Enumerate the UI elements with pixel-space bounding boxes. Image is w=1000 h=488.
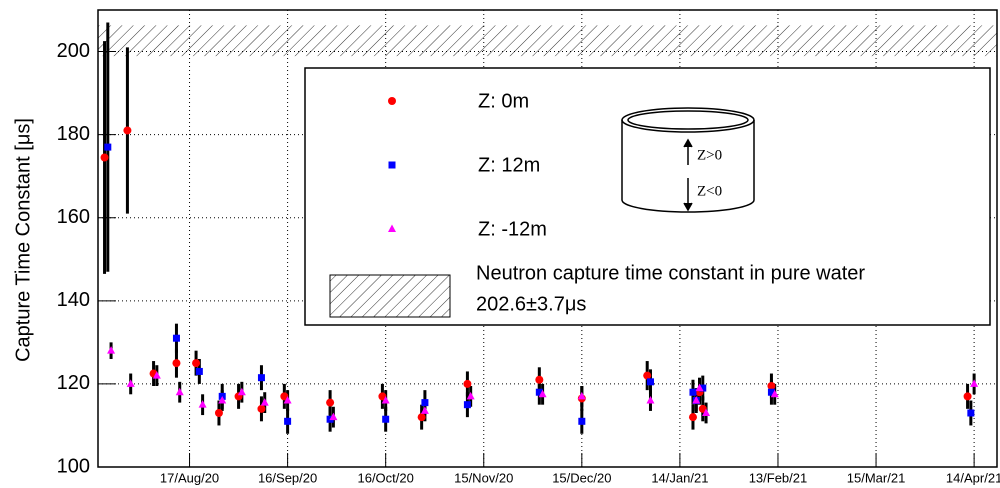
y-tick-label: 200 — [57, 40, 90, 62]
data-point — [421, 399, 429, 407]
data-point — [214, 408, 223, 417]
y-tick-label: 120 — [57, 372, 90, 394]
data-point — [218, 396, 227, 404]
data-point — [420, 406, 429, 414]
data-point — [260, 398, 269, 406]
data-point — [172, 334, 180, 342]
data-point — [417, 413, 426, 422]
legend-label: Z: 0m — [478, 90, 529, 112]
data-point — [646, 396, 655, 404]
data-point — [100, 153, 109, 162]
data-point — [466, 391, 475, 400]
legend-hatch — [329, 274, 451, 318]
data-point — [283, 396, 292, 404]
data-point — [257, 404, 266, 413]
data-point — [192, 359, 201, 368]
x-tick-label: 15/Nov/20 — [454, 470, 513, 485]
data-point — [382, 415, 390, 423]
legend-label: 202.6±3.7μs — [476, 293, 586, 315]
data-point — [698, 404, 707, 413]
x-tick-label: 15/Dec/20 — [552, 470, 611, 485]
data-point — [970, 379, 979, 387]
data-point — [381, 396, 390, 404]
data-point — [702, 408, 711, 416]
y-tick-label: 140 — [57, 289, 90, 311]
x-tick-label: 15/Mar/21 — [847, 470, 906, 485]
data-point — [535, 388, 543, 396]
reference-band — [98, 25, 997, 57]
legend-label: Z: 12m — [478, 154, 540, 176]
data-point — [578, 417, 586, 425]
x-tick-label: 17/Aug/20 — [160, 470, 219, 485]
data-point — [172, 359, 181, 368]
y-tick-label: 160 — [57, 206, 90, 228]
data-point — [767, 388, 775, 396]
x-tick-label: 16/Oct/20 — [357, 470, 413, 485]
legend-marker — [388, 161, 396, 169]
data-point — [257, 374, 265, 382]
data-point — [643, 371, 652, 380]
data-point — [967, 409, 975, 417]
inset-label: Z<0 — [697, 183, 722, 199]
inset-label: Z>0 — [697, 147, 722, 163]
data-point — [646, 378, 654, 386]
data-point — [699, 384, 707, 392]
data-point — [577, 391, 586, 400]
data-point — [688, 413, 697, 422]
data-point — [329, 412, 338, 421]
data-point — [237, 387, 246, 396]
data-point — [463, 379, 472, 388]
y-tick-label: 100 — [57, 455, 90, 477]
legend-marker — [388, 97, 396, 105]
data-point — [535, 375, 544, 384]
data-point — [770, 389, 779, 398]
data-point — [107, 346, 116, 354]
data-point — [326, 398, 335, 407]
data-point — [695, 383, 704, 392]
data-point — [378, 392, 387, 401]
y-tick-label: 180 — [57, 123, 90, 145]
data-point — [463, 401, 471, 409]
x-tick-label: 13/Feb/21 — [749, 470, 808, 485]
data-point — [195, 367, 203, 375]
data-point — [538, 389, 547, 398]
data-point — [284, 417, 292, 425]
y-axis-title: Capture Time Constant [μs] — [12, 118, 34, 362]
data-point — [123, 126, 132, 135]
legend-label: Neutron capture time constant in pure wa… — [476, 262, 865, 284]
data-point — [692, 396, 701, 404]
data-point — [104, 143, 112, 151]
data-point — [767, 381, 776, 390]
legend-label: Z: -12m — [478, 218, 547, 240]
inset-cylinder — [621, 107, 755, 213]
data-point — [963, 392, 972, 401]
x-tick-label: 14/Apr/21 — [946, 470, 1000, 485]
plot-frame — [97, 9, 998, 468]
data-point — [280, 392, 289, 401]
legend-marker — [388, 224, 396, 232]
data-point — [126, 379, 135, 387]
data-point — [198, 400, 207, 408]
data-point — [689, 388, 697, 396]
data-point — [152, 371, 161, 379]
x-tick-label: 16/Sep/20 — [258, 470, 317, 485]
x-tick-label: 14/Jan/21 — [651, 470, 708, 485]
data-point — [175, 387, 184, 396]
